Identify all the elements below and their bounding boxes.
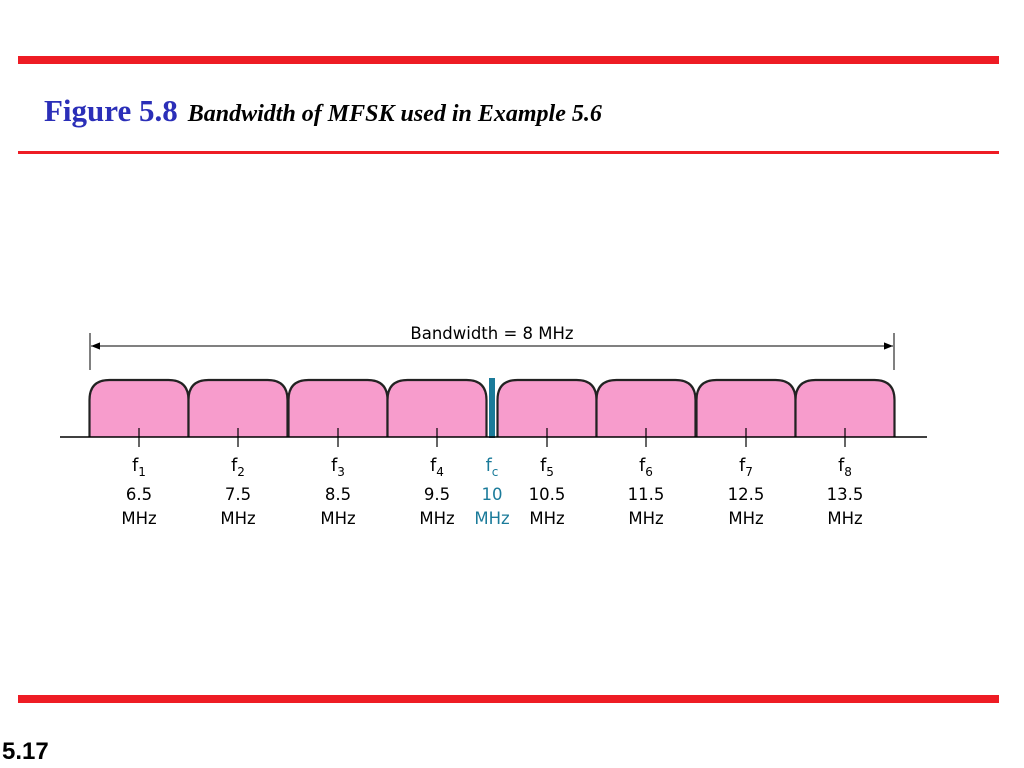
label-f4-unit: MHz [419,509,454,528]
bandwidth-label: Bandwidth = 8 MHz [410,324,573,343]
label-f6-symbol: f6 [639,456,653,479]
label-f1-value: 6.5 [126,485,152,504]
label-f5-value: 10.5 [529,485,566,504]
bottom-red-rule [18,695,999,703]
label-f4-value: 9.5 [424,485,450,504]
label-fc-symbol: fc [486,456,499,479]
label-f7-symbol: f7 [739,456,753,479]
band-lobes [88,378,896,438]
top-red-rule [18,56,999,64]
label-f2-value: 7.5 [225,485,251,504]
label-f6-unit: MHz [628,509,663,528]
carrier-marker [489,378,495,438]
figure-label: Figure 5.8 [44,93,178,128]
label-f8-value: 13.5 [827,485,864,504]
band-lobe-4 [386,378,488,437]
label-f3-unit: MHz [320,509,355,528]
label-f4-symbol: f4 [430,456,444,479]
title-underline-rule [18,151,999,154]
band-lobe-7 [695,378,797,437]
label-f5-symbol: f5 [540,456,554,479]
label-f1-unit: MHz [121,509,156,528]
figure-title: Figure 5.8 Bandwidth of MFSK used in Exam… [44,92,602,129]
label-fc-value: 10 [482,485,503,504]
figure-caption: Bandwidth of MFSK used in Example 5.6 [187,101,602,127]
label-f3-symbol: f3 [331,456,345,479]
band-lobe-1 [88,378,190,437]
label-f3-value: 8.5 [325,485,351,504]
label-f8-unit: MHz [827,509,862,528]
label-f2-unit: MHz [220,509,255,528]
band-lobe-3 [287,378,389,437]
label-f7-value: 12.5 [728,485,765,504]
label-f6-value: 11.5 [628,485,665,504]
band-lobe-2 [187,378,289,437]
label-f7-unit: MHz [728,509,763,528]
band-lobe-8 [794,378,896,437]
frequency-labels: f1 6.5 MHz f2 7.5 MHz f3 8.5 MHz f4 9.5 MHz f5 10.5 MH… [121,428,863,528]
label-f1-symbol: f1 [132,456,146,479]
label-f8-symbol: f8 [838,456,852,479]
label-f2-symbol: f2 [231,456,245,479]
band-lobe-6 [595,378,697,437]
label-fc-unit: MHz [474,509,509,528]
label-f5-unit: MHz [529,509,564,528]
slide-number: 5.17 [2,738,49,765]
band-lobe-5 [496,378,598,437]
